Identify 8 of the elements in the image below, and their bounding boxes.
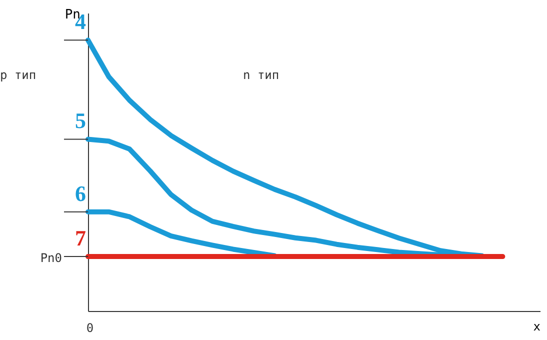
text: 0	[86, 321, 94, 335]
text: p тип	[0, 68, 36, 82]
x-axis-title: x	[533, 320, 540, 334]
series-label: 5	[75, 108, 86, 134]
text: Pn0	[40, 251, 62, 265]
series-label: 6	[75, 180, 86, 206]
series-label: 7	[75, 226, 86, 251]
annotation: n тип	[243, 68, 280, 82]
